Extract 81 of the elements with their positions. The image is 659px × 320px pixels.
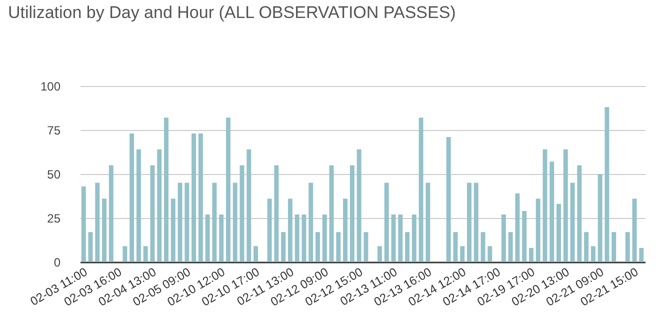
y-tick-label: 0 [54,256,61,270]
bar [178,182,182,262]
bar [508,232,513,262]
y-tick-label: 50 [47,168,61,182]
bar [418,118,424,262]
bar [584,232,589,262]
bar [184,182,190,262]
y-tick-label: 75 [47,124,61,138]
bar [488,246,492,262]
bar [391,214,396,262]
bar [528,248,534,262]
bar [150,165,155,262]
bar [453,232,458,262]
bar [267,198,272,262]
bar [639,248,644,262]
bar [536,198,540,262]
bar [170,198,176,262]
bar [563,149,568,262]
bar [122,246,128,262]
bar [577,165,582,262]
bar [281,232,286,262]
bar [302,214,306,262]
bar [130,134,134,262]
bar [570,182,575,262]
bar [322,214,327,262]
bar [102,198,107,262]
bar [377,246,382,262]
bar [192,134,196,262]
bar [294,214,300,262]
bar [316,232,320,262]
bar [219,214,224,262]
bar [81,186,86,262]
bar [466,182,472,262]
bar [108,165,114,262]
y-tick-label: 25 [47,212,61,226]
bar [308,182,314,262]
bar [95,182,100,262]
y-tick-label: 100 [40,80,61,94]
chart-title: Utilization by Day and Hour (ALL OBSERVATION PASSES) [8,3,456,22]
bar [446,137,451,262]
bar [550,162,554,262]
bar [604,107,610,262]
bar [212,182,217,262]
bar [405,232,410,262]
bar [515,193,520,262]
bar [632,198,637,262]
bar [343,198,348,262]
bar [205,214,210,262]
bar [364,232,368,262]
bar [460,246,465,262]
bar [398,214,403,262]
bar [384,182,389,262]
bar [480,232,486,262]
bar [612,232,616,262]
bar [501,214,506,262]
bar [136,149,141,262]
bar [356,149,362,262]
bar [157,149,162,262]
bar [556,204,561,262]
bar [329,165,334,262]
bar [336,232,341,262]
bar [474,182,478,262]
bar [590,246,596,262]
bar [350,165,354,262]
bar [598,174,602,262]
bar [198,134,203,262]
bar [164,118,168,262]
bar [625,232,630,262]
bar [232,182,238,262]
bar [542,149,548,262]
bar [254,246,258,262]
bar [288,198,292,262]
bar [412,214,416,262]
bar [240,165,244,262]
bar [522,210,527,262]
bar [88,232,93,262]
bar [274,165,279,262]
bar [143,246,148,262]
bar [426,182,430,262]
bar [226,118,230,262]
bar [246,149,252,262]
